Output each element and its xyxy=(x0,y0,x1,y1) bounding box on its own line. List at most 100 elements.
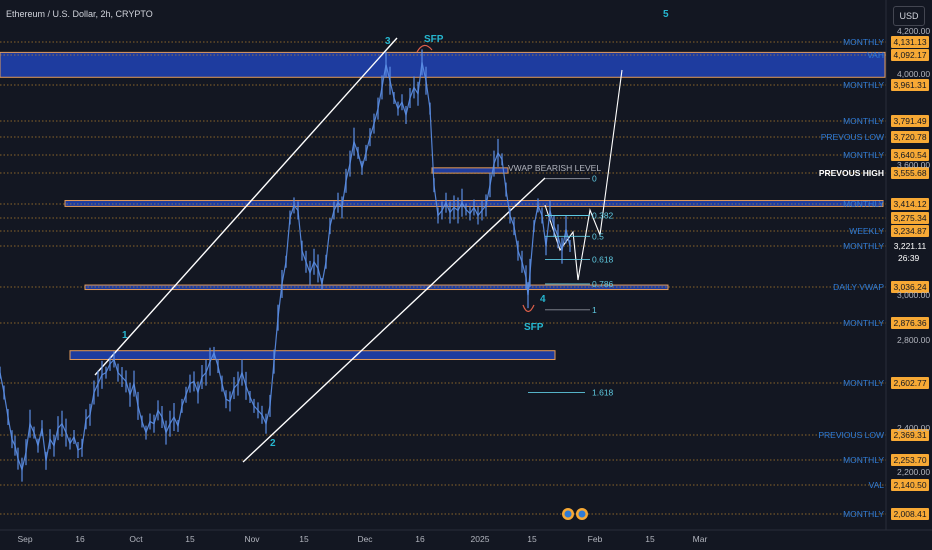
chart-title: Ethereum / U.S. Dollar, 2h, CRYPTO xyxy=(6,9,153,19)
level-2008-label: MONTHLY xyxy=(843,509,884,519)
fib-label-2: 0.5 xyxy=(592,231,604,241)
time-axis-tick[interactable]: 16 xyxy=(75,534,85,544)
level-2602-tag-text[interactable]: 2,602.77 xyxy=(893,378,926,388)
level-4092-tag[interactable] xyxy=(891,49,929,61)
level-3036-tag-text[interactable]: 3,036.24 xyxy=(893,282,926,292)
level-3555-label: PREVOUS HIGH xyxy=(819,168,884,178)
time-axis-tick[interactable]: 15 xyxy=(527,534,537,544)
level-3791-tag[interactable] xyxy=(891,115,929,127)
level-2876-tag[interactable] xyxy=(891,317,929,329)
price-line xyxy=(0,62,571,472)
currency-button[interactable]: USD xyxy=(893,6,925,26)
level-3036-tag[interactable] xyxy=(891,281,929,293)
price-axis-tick[interactable]: 2,400.00 xyxy=(897,423,930,433)
sfp-label-2: SFP xyxy=(524,322,544,333)
fib-label-1: 0.382 xyxy=(592,211,614,221)
level-3961-tag[interactable] xyxy=(891,79,929,91)
level-4092-label: VAH xyxy=(867,50,884,60)
vwap-bearish-zone xyxy=(431,167,509,174)
levels-layer xyxy=(0,41,886,515)
time-axis-tick[interactable]: 2025 xyxy=(471,534,490,544)
time-axis-tick[interactable]: 15 xyxy=(185,534,195,544)
level-2253-tag[interactable] xyxy=(891,454,929,466)
wave-label-3: 3 xyxy=(385,36,391,47)
level-4131-tag[interactable] xyxy=(891,36,929,48)
grid-layer xyxy=(0,0,932,531)
fib-label-4: 0.786 xyxy=(592,279,614,289)
monthly-2700-zone xyxy=(69,350,556,360)
event-icon-inner-2 xyxy=(578,510,586,518)
level-2369-tag[interactable] xyxy=(891,429,929,441)
price-axis-tick[interactable]: 3,000.00 xyxy=(897,290,930,300)
price-axis-tick[interactable]: 4,200.00 xyxy=(897,26,930,36)
level-3234-label: WEEKLY xyxy=(849,226,884,236)
level-3555-tag[interactable] xyxy=(891,167,929,179)
wave-label-1: 1 xyxy=(122,330,128,341)
level-4092-tag-text[interactable]: 4,092.17 xyxy=(893,50,926,60)
fib-label-0: 0 xyxy=(592,174,597,184)
level-3555-tag-text[interactable]: 3,555.68 xyxy=(893,168,926,178)
level-4131-tag-text[interactable]: 4,131.13 xyxy=(893,37,926,47)
top-number: 5 xyxy=(663,9,669,20)
level-3234-tag-text[interactable]: 3,234.87 xyxy=(893,226,926,236)
level-3275-tag-text[interactable]: 3,275.34 xyxy=(893,213,926,223)
level-3414-label: MONTHLY xyxy=(843,199,884,209)
time-axis-tick[interactable]: Sep xyxy=(17,534,32,544)
level-3720-tag-text[interactable]: 3,720.78 xyxy=(893,132,926,142)
level-2008-tag[interactable] xyxy=(891,508,929,520)
level-3221-tag-text[interactable]: 3,221.11 xyxy=(894,241,927,251)
time-axis-tick[interactable]: Mar xyxy=(693,534,708,544)
time-axis-tick[interactable]: Feb xyxy=(588,534,603,544)
level-2369-tag-text[interactable]: 2,369.31 xyxy=(893,430,926,440)
time-axis-tick[interactable]: 16 xyxy=(415,534,425,544)
level-3275-tag[interactable] xyxy=(891,212,929,224)
time-axis-tick[interactable]: 15 xyxy=(299,534,309,544)
annotation-labels: MONTHLY VAH MONTHLY MONTHLY PREVOUS LOW MONTH… xyxy=(122,34,884,520)
level-3961-label: MONTHLY xyxy=(843,80,884,90)
level-3414-tag[interactable] xyxy=(891,198,929,210)
level-3036-label: DAILY VWAP xyxy=(833,282,884,292)
level-2140-tag[interactable] xyxy=(891,479,929,491)
trend-lines xyxy=(94,37,623,463)
fib-levels: 0 0.382 0.5 0.618 0.786 1 1.618 xyxy=(528,174,614,398)
level-2253-tag-text[interactable]: 2,253.70 xyxy=(893,455,926,465)
fib-label-5: 1 xyxy=(592,305,597,315)
projection-path xyxy=(544,69,623,281)
sfp-bottom-arc xyxy=(522,304,535,313)
sfp-top-arc xyxy=(416,44,433,53)
price-axis-tick[interactable]: 3,600.00 xyxy=(897,160,930,170)
level-2876-label: MONTHLY xyxy=(843,318,884,328)
level-2140-tag-text[interactable]: 2,140.50 xyxy=(893,480,926,490)
level-3961-tag-text[interactable]: 3,961.31 xyxy=(893,80,926,90)
time-axis-tick[interactable]: Nov xyxy=(244,534,260,544)
wave-label-2: 2 xyxy=(270,438,276,449)
level-3791-tag-text[interactable]: 3,791.49 xyxy=(893,116,926,126)
price-axis[interactable]: 4,131.13 4,092.17 3,961.31 3,791.49 3,720.78… xyxy=(891,26,930,520)
level-3640-label: MONTHLY xyxy=(843,150,884,160)
channel-lower-line xyxy=(242,177,546,463)
price-axis-tick[interactable]: 4,000.00 xyxy=(897,69,930,79)
wave-label-4: 4 xyxy=(540,294,546,305)
level-2140-label: VAL xyxy=(869,480,885,490)
fib-label-6: 1.618 xyxy=(592,388,614,398)
fib-label-3: 0.618 xyxy=(592,255,614,265)
level-3720-tag[interactable] xyxy=(891,131,929,143)
sfp-label-1: SFP xyxy=(424,34,444,45)
level-2876-tag-text[interactable]: 2,876.36 xyxy=(893,318,926,328)
level-3640-tag-text[interactable]: 3,640.54 xyxy=(893,150,926,160)
price-axis-tick[interactable]: 2,200.00 xyxy=(897,467,930,477)
price-series xyxy=(0,49,571,482)
level-3221-tag[interactable] xyxy=(891,240,929,252)
level-3414-tag-text[interactable]: 3,414.12 xyxy=(893,199,926,209)
level-2008-tag-text[interactable]: 2,008.41 xyxy=(893,509,926,519)
level-3640-tag[interactable] xyxy=(891,149,929,161)
level-3234-tag[interactable] xyxy=(891,225,929,237)
time-axis-tick[interactable]: Dec xyxy=(357,534,373,544)
countdown-text[interactable]: 26:39 xyxy=(898,253,920,263)
time-axis-tick[interactable]: Oct xyxy=(129,534,143,544)
time-axis-tick[interactable]: 15 xyxy=(645,534,655,544)
time-axis[interactable]: Sep 16 Oct 15 Nov 15 Dec 16 2025 15 Feb 15 Mar xyxy=(17,534,707,544)
level-2602-tag[interactable] xyxy=(891,377,929,389)
price-axis-tick[interactable]: 2,800.00 xyxy=(897,335,930,345)
